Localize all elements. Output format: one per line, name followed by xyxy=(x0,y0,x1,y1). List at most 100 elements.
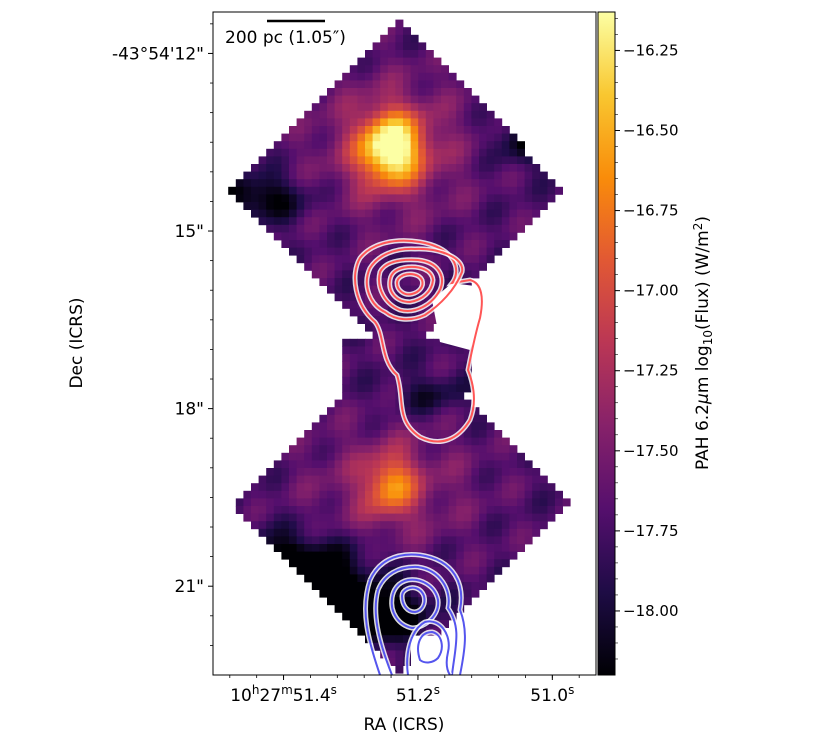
heatmap-pixel xyxy=(387,255,396,264)
heatmap-pixel xyxy=(334,582,343,590)
heatmap-pixel xyxy=(494,148,503,157)
heatmap-pixel xyxy=(334,528,343,537)
heatmap-pixel xyxy=(357,118,366,127)
heatmap-pixel xyxy=(357,536,366,545)
heatmap-pixel xyxy=(433,232,442,241)
heatmap-pixel xyxy=(380,141,389,150)
heatmap-pixel xyxy=(471,445,480,454)
heatmap-pixel xyxy=(372,103,381,112)
heatmap-pixel xyxy=(387,460,396,469)
heatmap-pixel xyxy=(479,551,487,560)
heatmap-pixel xyxy=(365,179,373,188)
heatmap-pixel xyxy=(410,331,419,340)
heatmap-pixel xyxy=(471,551,480,560)
heatmap-pixel xyxy=(395,407,404,416)
heatmap-pixel xyxy=(448,384,457,393)
heatmap-pixel xyxy=(410,300,419,309)
heatmap-pixel xyxy=(441,604,449,613)
heatmap-pixel xyxy=(311,224,320,233)
heatmap-pixel xyxy=(448,498,457,507)
heatmap-pixel xyxy=(342,536,351,545)
heatmap-pixel xyxy=(365,171,373,180)
heatmap-pixel xyxy=(403,468,411,476)
heatmap-pixel xyxy=(425,262,434,271)
heatmap-pixel xyxy=(266,498,275,507)
heatmap-pixel xyxy=(334,399,343,408)
heatmap-pixel xyxy=(463,133,472,142)
heatmap-pixel xyxy=(471,224,480,233)
heatmap-pixel xyxy=(395,110,404,119)
heatmap-pixel xyxy=(441,88,449,96)
heatmap-pixel xyxy=(479,217,487,226)
heatmap-pixel xyxy=(372,528,381,537)
heatmap-pixel xyxy=(463,544,472,552)
heatmap-pixel xyxy=(403,179,411,188)
heatmap-pixel xyxy=(501,513,510,522)
heatmap-pixel xyxy=(547,179,556,188)
heatmap-pixel xyxy=(372,369,381,378)
heatmap-pixel xyxy=(334,521,343,530)
heatmap-pixel xyxy=(433,148,442,157)
heatmap-pixel xyxy=(425,141,434,150)
heatmap-pixel xyxy=(471,171,480,180)
heatmap-pixel xyxy=(357,232,366,241)
heatmap-pixel xyxy=(494,126,503,134)
heatmap-pixel xyxy=(441,255,449,264)
heatmap-pixel xyxy=(509,483,518,492)
heatmap-pixel xyxy=(448,118,457,127)
heatmap-pixel xyxy=(410,34,419,43)
heatmap-pixel xyxy=(441,80,449,89)
heatmap-pixel xyxy=(433,65,442,74)
heatmap-pixel xyxy=(448,422,457,431)
heatmap-pixel xyxy=(349,171,358,180)
heatmap-pixel xyxy=(486,164,495,172)
heatmap-pixel xyxy=(319,445,328,454)
heatmap-pixel xyxy=(479,202,487,210)
heatmap-pixel xyxy=(349,354,358,362)
heatmap-pixel xyxy=(365,103,373,112)
heatmap-pixel xyxy=(349,460,358,469)
heatmap-pixel xyxy=(539,513,548,522)
heatmap-pixel xyxy=(342,247,351,256)
heatmap-pixel xyxy=(425,164,434,172)
heatmap-pixel xyxy=(380,57,389,66)
heatmap-pixel xyxy=(441,612,449,621)
heatmap-pixel xyxy=(494,452,503,461)
heatmap-pixel xyxy=(509,536,518,545)
heatmap-pixel xyxy=(281,202,290,210)
heatmap-pixel xyxy=(342,72,351,81)
heatmap-pixel xyxy=(258,186,267,195)
heatmap-pixel xyxy=(281,186,290,195)
heatmap-pixel xyxy=(289,559,297,568)
heatmap-pixel xyxy=(281,544,290,552)
heatmap-pixel xyxy=(251,179,259,188)
heatmap-pixel xyxy=(456,156,465,165)
heatmap-pixel xyxy=(319,126,328,134)
heatmap-pixel xyxy=(304,247,313,256)
heatmap-pixel xyxy=(311,202,320,210)
heatmap-pixel xyxy=(327,566,335,575)
heatmap-pixel xyxy=(448,582,457,590)
heatmap-pixel xyxy=(479,536,487,545)
heatmap-pixel xyxy=(524,513,533,522)
heatmap-pixel xyxy=(387,399,396,408)
heatmap-pixel xyxy=(395,65,404,74)
colorbar-tick-label: −16.75 xyxy=(623,202,679,220)
heatmap-pixel xyxy=(479,475,487,484)
heatmap-pixel xyxy=(334,88,343,96)
heatmap-pixel xyxy=(410,559,419,568)
heatmap-pixel xyxy=(486,536,495,545)
heatmap-pixel xyxy=(403,589,411,598)
heatmap-pixel xyxy=(311,566,320,575)
heatmap-pixel xyxy=(251,164,259,172)
heatmap-pixel xyxy=(448,361,457,370)
heatmap-pixel xyxy=(349,490,358,499)
heatmap-pixel xyxy=(296,452,305,461)
heatmap-pixel xyxy=(410,148,419,157)
heatmap-pixel xyxy=(479,126,487,134)
heatmap-pixel xyxy=(296,156,305,165)
heatmap-pixel xyxy=(494,460,503,469)
heatmap-pixel xyxy=(410,346,419,355)
heatmap-pixel xyxy=(327,194,335,203)
heatmap-pixel xyxy=(357,346,366,355)
